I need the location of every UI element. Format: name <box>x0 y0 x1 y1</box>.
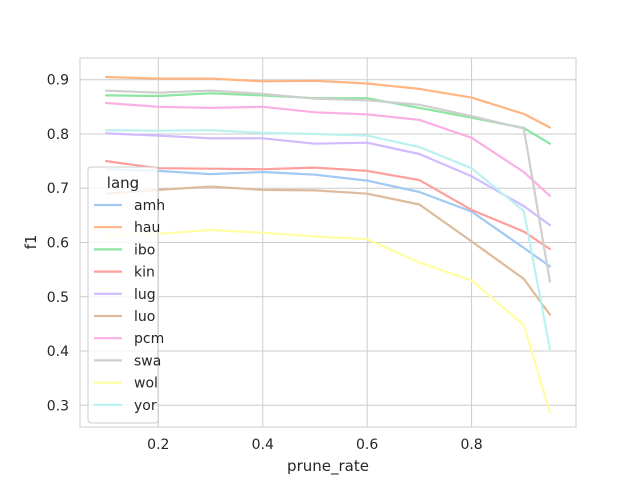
legend-label-luo: luo <box>134 309 155 325</box>
legend-label-yor: yor <box>134 398 157 414</box>
y-tick-label: 0.7 <box>47 181 69 197</box>
legend-items: amh hau ibo kin lug luo pcm swa wol yor <box>94 198 165 414</box>
legend: lang amh hau ibo kin lug luo pcm swa wol yor <box>87 166 165 424</box>
tick-labels: 0.2 0.4 0.6 0.8 0.3 0.4 0.5 0.6 0.7 0.8 0.9 <box>47 73 483 453</box>
x-tick-label: 0.2 <box>147 437 169 453</box>
series-lines <box>104 75 552 414</box>
series-line-lug <box>104 132 552 227</box>
legend-label-lug: lug <box>134 287 156 303</box>
legend-label-wol: wol <box>134 376 158 392</box>
series-line-luo <box>104 185 552 316</box>
y-axis-label: f1 <box>22 235 40 250</box>
legend-title: lang <box>107 174 139 192</box>
series-line-swa <box>104 89 552 283</box>
series-line-kin <box>104 160 552 251</box>
series-line-yor <box>104 129 552 350</box>
legend-label-ibo: ibo <box>134 242 155 258</box>
y-tick-label: 0.4 <box>47 344 69 360</box>
y-tick-label: 0.8 <box>47 127 69 143</box>
plot-frame <box>79 57 577 428</box>
series-line-amh <box>104 168 552 268</box>
x-tick-label: 0.6 <box>356 437 378 453</box>
series-line-pcm <box>104 101 552 197</box>
legend-box <box>87 166 159 424</box>
legend-label-amh: amh <box>134 198 165 214</box>
y-tick-label: 0.6 <box>47 236 69 252</box>
series-line-hau <box>104 75 552 129</box>
x-tick-label: 0.4 <box>252 437 274 453</box>
legend-label-hau: hau <box>134 220 160 236</box>
y-tick-label: 0.5 <box>47 290 69 306</box>
legend-label-swa: swa <box>134 353 161 369</box>
x-axis-label: prune_rate <box>287 457 369 476</box>
y-tick-label: 0.9 <box>47 73 69 89</box>
series-line-wol <box>104 228 552 414</box>
x-tick-label: 0.8 <box>460 437 482 453</box>
y-tick-label: 0.3 <box>47 398 69 414</box>
legend-label-pcm: pcm <box>134 331 164 347</box>
legend-label-kin: kin <box>134 265 155 281</box>
